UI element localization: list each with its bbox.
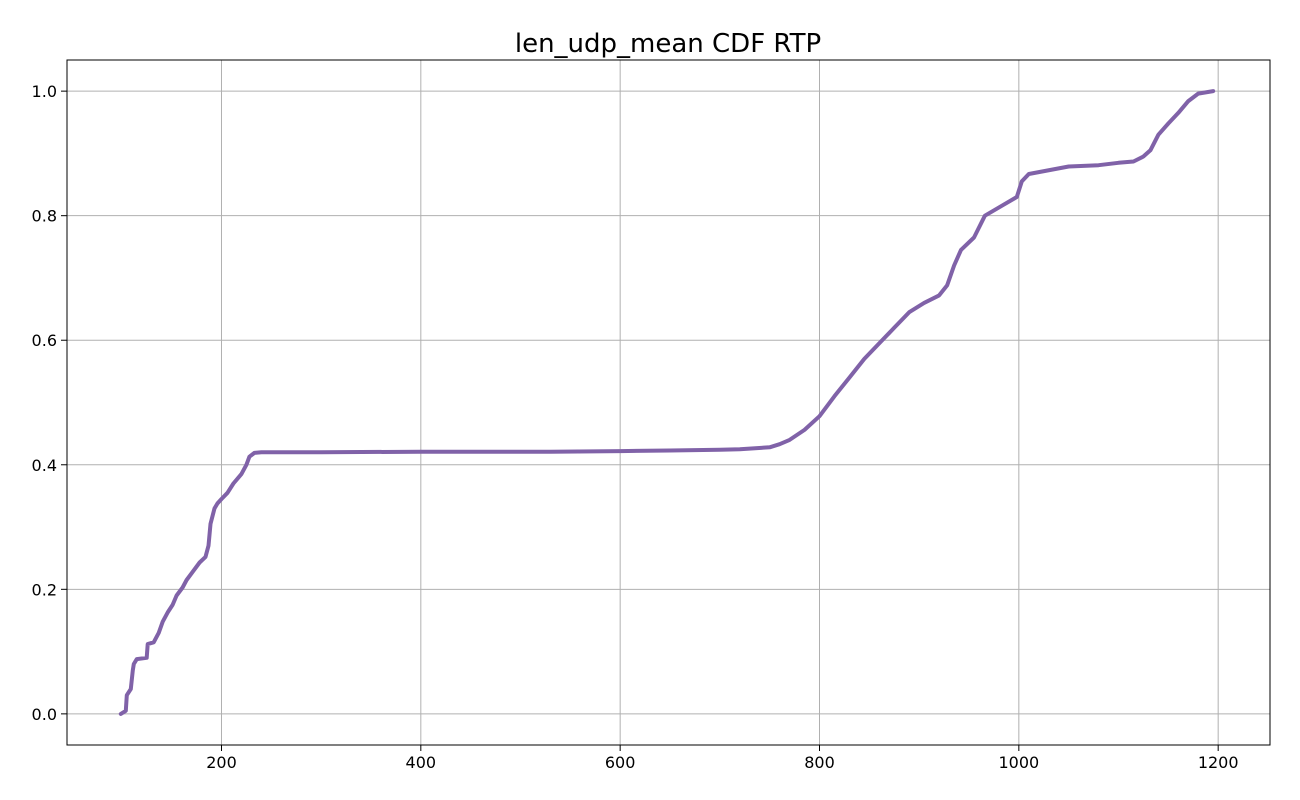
tick-labels: 200 400 600 800 1000 1200 0.0 0.2 0.4 0.6 0.8 1.0 (32, 82, 1239, 772)
x-tick-label: 800 (804, 753, 835, 772)
x-tick-label: 1000 (998, 753, 1039, 772)
y-tick-label: 0.8 (32, 207, 57, 226)
x-tick-label: 1200 (1198, 753, 1239, 772)
y-tick-label: 0.6 (32, 331, 57, 350)
y-tick-label: 0.4 (32, 456, 57, 475)
x-tick-label: 200 (206, 753, 237, 772)
axis-ticks (61, 90, 1219, 751)
series-layer (118, 89, 1216, 716)
x-tick-label: 600 (605, 753, 636, 772)
plot-area-frame (66, 59, 1271, 746)
cdf-series-line (118, 89, 1216, 716)
y-tick-label: 0.2 (32, 580, 57, 599)
chart-title: len_udp_mean CDF RTP (515, 29, 821, 59)
y-tick-label: 1.0 (32, 82, 57, 101)
grid-lines (67, 60, 1270, 745)
x-tick-label: 400 (406, 753, 437, 772)
y-tick-label: 0.0 (32, 705, 57, 724)
